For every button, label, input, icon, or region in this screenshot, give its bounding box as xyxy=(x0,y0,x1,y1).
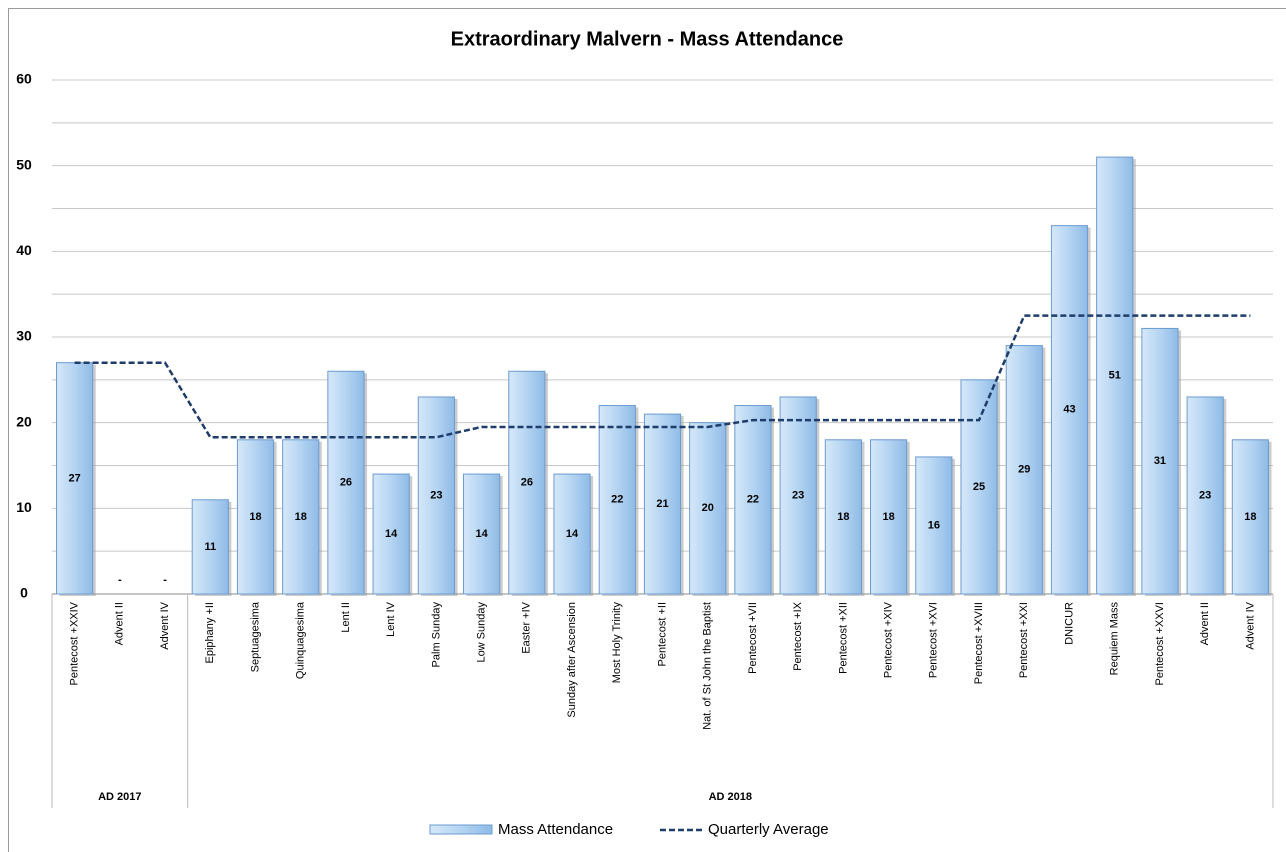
bar xyxy=(417,396,455,595)
y-tick-label: 20 xyxy=(16,413,32,429)
x-tick-label: Lent IV xyxy=(385,601,397,637)
data-label: 26 xyxy=(340,477,352,489)
data-label: 18 xyxy=(1244,511,1256,523)
bar xyxy=(824,439,862,595)
bar xyxy=(463,473,501,595)
x-tick-label: Advent IV xyxy=(1244,601,1256,649)
bar xyxy=(1231,439,1269,595)
x-tick-label: Advent II xyxy=(1199,602,1211,645)
data-label: 11 xyxy=(204,541,216,553)
x-tick-label: Advent II xyxy=(114,602,126,645)
data-label: 16 xyxy=(928,519,940,531)
chart-title: Extraordinary Malvern - Mass Attendance xyxy=(451,28,844,50)
bar xyxy=(1096,156,1134,595)
bar xyxy=(689,422,727,595)
x-tick-label: Low Sunday xyxy=(476,602,488,663)
data-label: 18 xyxy=(249,511,261,523)
data-label: 27 xyxy=(68,472,80,484)
bar xyxy=(56,362,94,595)
legend-swatch xyxy=(429,824,493,835)
x-tick-label: Pentecost +XVI xyxy=(928,602,940,678)
data-label: 23 xyxy=(430,489,442,501)
data-label: 18 xyxy=(295,511,307,523)
legend-label: Mass Attendance xyxy=(498,821,613,838)
bar xyxy=(236,439,275,595)
x-tick-label: Pentecost +II xyxy=(656,602,668,667)
legend-label: Quarterly Average xyxy=(708,821,829,838)
data-label: 43 xyxy=(1063,404,1075,416)
y-tick-label: 0 xyxy=(20,585,28,601)
data-label: 23 xyxy=(1199,489,1211,501)
bar xyxy=(598,405,636,595)
data-label: 29 xyxy=(1018,464,1030,476)
bar xyxy=(553,473,591,595)
x-tick-label: Most Holy Trinity xyxy=(611,602,623,684)
group-label: AD 2017 xyxy=(98,791,141,803)
y-tick-label: 50 xyxy=(16,156,32,172)
x-tick-label: Sunday after Ascension xyxy=(566,602,578,718)
x-tick-label: Lent II xyxy=(340,602,352,633)
x-tick-label: DNICUR xyxy=(1063,602,1075,645)
data-label: - xyxy=(163,574,167,586)
data-label: 14 xyxy=(385,528,398,540)
data-label: - xyxy=(118,574,122,586)
y-tick-label: 10 xyxy=(16,499,32,515)
x-tick-label: Quinquagesima xyxy=(295,601,307,679)
x-tick-label: Pentecost +XIV xyxy=(883,601,895,678)
x-tick-label: Pentecost +XII xyxy=(837,602,849,674)
bar xyxy=(508,370,546,595)
x-tick-label: Pentecost +IX xyxy=(792,601,804,670)
data-label: 20 xyxy=(702,502,714,514)
data-label: 22 xyxy=(747,494,759,506)
x-tick-label: Pentecost +XXI xyxy=(1018,602,1030,678)
data-label: 31 xyxy=(1154,455,1166,467)
data-label: 51 xyxy=(1109,369,1121,381)
y-tick-label: 60 xyxy=(16,71,32,87)
chart-frame xyxy=(8,8,1286,852)
x-tick-label: Nat. of St John the Baptist xyxy=(702,602,714,730)
data-label: 21 xyxy=(656,498,668,510)
bar xyxy=(643,413,682,595)
data-label: 18 xyxy=(882,511,894,523)
x-tick-label: Pentecost +XXVI xyxy=(1154,602,1166,685)
x-tick-label: Requiem Mass xyxy=(1109,602,1121,676)
bar xyxy=(1186,396,1224,595)
bar xyxy=(1141,327,1179,595)
data-label: 22 xyxy=(611,494,623,506)
x-tick-label: Epiphany +II xyxy=(204,602,216,663)
x-tick-label: Pentecost +XVIII xyxy=(973,602,985,684)
group-label: AD 2018 xyxy=(709,791,752,803)
bar xyxy=(1005,345,1043,595)
average-line xyxy=(74,314,1251,439)
bar xyxy=(327,370,365,595)
x-tick-label: Pentecost +XXIV xyxy=(69,601,81,685)
x-tick-label: Advent IV xyxy=(159,601,171,649)
y-tick-label: 30 xyxy=(16,328,32,344)
data-label: 26 xyxy=(521,477,533,489)
x-tick-label: Easter +IV xyxy=(521,601,533,653)
bar xyxy=(1050,225,1089,595)
bar xyxy=(734,405,772,595)
bar xyxy=(282,439,320,595)
data-label: 14 xyxy=(475,528,488,540)
x-tick-label: Palm Sunday xyxy=(430,602,442,668)
data-label: 23 xyxy=(792,489,804,501)
bar xyxy=(870,439,908,595)
bar xyxy=(960,379,998,595)
data-label: 14 xyxy=(566,528,579,540)
x-tick-label: Septuagesima xyxy=(249,601,261,672)
bar xyxy=(779,396,817,595)
bar xyxy=(191,499,229,595)
bar xyxy=(915,456,953,595)
bar xyxy=(372,473,410,595)
x-tick-label: Pentecost +VII xyxy=(747,602,759,674)
data-label: 25 xyxy=(973,481,985,493)
y-tick-label: 40 xyxy=(16,242,32,258)
data-label: 18 xyxy=(837,511,849,523)
